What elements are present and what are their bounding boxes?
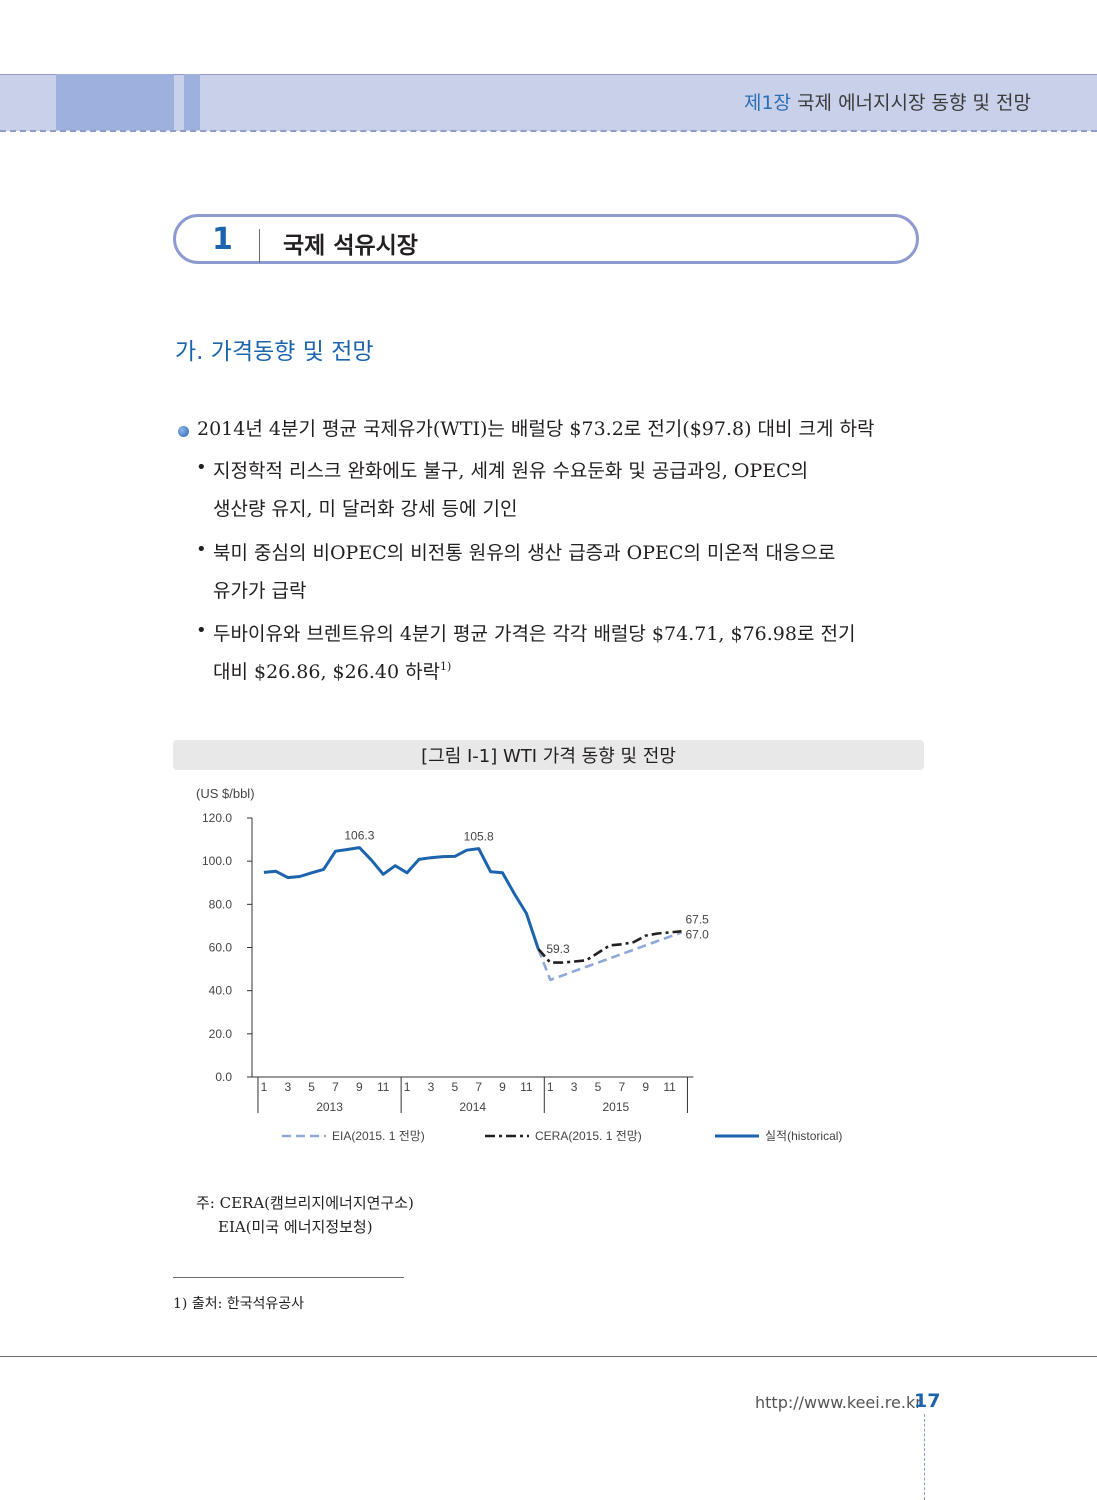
x-tick-label: 3 <box>284 1080 291 1094</box>
sub-bullet-3-line1: 두바이유와 브렌트유의 4분기 평균 가격은 각각 배럴당 $74.71, $7… <box>213 623 856 645</box>
section-divider <box>259 229 260 263</box>
x-tick-label: 7 <box>475 1080 482 1094</box>
sub-bullet-marker: • <box>196 539 207 560</box>
sub-bullet-marker: • <box>196 620 207 641</box>
subheading: 가. 가격동향 및 전망 <box>175 339 374 365</box>
footer-rule <box>0 1356 1097 1357</box>
x-tick-label: 5 <box>595 1080 602 1094</box>
chart-legend: EIA(2015. 1 전망) CERA(2015. 1 전망) 실적(histor… <box>282 1129 842 1143</box>
x-tick-label: 5 <box>451 1080 458 1094</box>
y-tick-label: 80.0 <box>209 897 233 911</box>
data-label: 106.3 <box>344 829 374 843</box>
x-tick-label: 7 <box>332 1080 339 1094</box>
data-label: 105.8 <box>464 830 494 844</box>
sub-bullet-marker: • <box>196 457 207 478</box>
section-heading-box <box>173 214 919 264</box>
sub-bullet-1-line2: 생산량 유지, 미 달러화 강세 등에 기인 <box>213 498 518 520</box>
chapter-label: 제1장 <box>743 92 792 114</box>
footer-dashed-rule <box>924 1414 925 1500</box>
footnote-rule <box>173 1277 404 1278</box>
year-label: 2013 <box>316 1100 343 1114</box>
x-tick-label: 3 <box>428 1080 435 1094</box>
section-title: 국제 석유시장 <box>283 233 418 259</box>
running-header: 제1장 국제 에너지시장 동향 및 전망 <box>744 88 1031 115</box>
section-number: 1 <box>212 222 233 257</box>
x-tick-label: 7 <box>618 1080 625 1094</box>
sub-bullet-3-line2-text: 대비 $26.86, $26.40 하락 <box>213 661 441 683</box>
series-line-cera <box>537 930 682 964</box>
y-tick-label: 40.0 <box>209 984 233 998</box>
page-number: 17 <box>914 1390 941 1412</box>
main-bullet-text: 2014년 4분기 평균 국제유가(WTI)는 배럴당 $73.2로 전기($9… <box>197 418 875 440</box>
chapter-title: 국제 에너지시장 동향 및 전망 <box>797 92 1031 114</box>
sub-bullet-2-line1: 북미 중심의 비OPEC의 비전통 원유의 생산 급증과 OPEC의 미온적 대… <box>213 542 836 564</box>
y-tick-label: 120.0 <box>202 811 232 825</box>
legend-label: 실적(historical) <box>765 1129 842 1143</box>
footnote-text: 1) 출처: 한국석유공사 <box>173 1296 305 1312</box>
x-tick-label: 11 <box>663 1080 676 1094</box>
sub-bullet-2-line2: 유가가 급락 <box>213 580 307 602</box>
legend-label: CERA(2015. 1 전망) <box>535 1129 642 1143</box>
header-decor-block <box>56 74 174 130</box>
sub-bullet-1-line1: 지정학적 리스크 완화에도 불구, 세계 원유 수요둔화 및 공급과잉, OPE… <box>213 460 809 482</box>
footer-url[interactable]: http://www.keei.re.kr <box>755 1393 922 1412</box>
data-annotations: 106.3 105.8 59.3 67.567.0 <box>344 829 709 956</box>
year-label: 2014 <box>459 1100 486 1114</box>
y-tick-label: 100.0 <box>202 854 232 868</box>
figure-note-line1: 주: CERA(캠브리지에너지연구소) <box>196 1194 414 1212</box>
x-tick-label: 1 <box>404 1080 411 1094</box>
header-decor-strip <box>184 74 200 130</box>
sub-bullet-3-line2: 대비 $26.86, $26.40 하락1) <box>213 657 451 684</box>
year-label: 2015 <box>603 1100 630 1114</box>
figure-caption-bar <box>173 740 924 770</box>
x-tick-label: 1 <box>261 1080 268 1094</box>
bullet-dot-icon <box>178 426 189 437</box>
legend-label: EIA(2015. 1 전망) <box>332 1129 425 1143</box>
x-tick-label: 5 <box>308 1080 315 1094</box>
chart-axes <box>251 818 694 1078</box>
series-line-historical <box>263 846 540 950</box>
x-tick-label: 11 <box>377 1080 390 1094</box>
x-tick-label: 9 <box>499 1080 506 1094</box>
y-tick-labels: 120.0 100.0 80.0 60.0 40.0 20.0 0.0 <box>202 811 252 1084</box>
header-band <box>0 74 1097 131</box>
y-tick-label: 60.0 <box>209 941 233 955</box>
y-tick-label: 0.0 <box>215 1070 232 1084</box>
figure-caption: [그림 Ⅰ-1] WTI 가격 동향 및 전망 <box>421 746 676 767</box>
data-label: 59.3 <box>546 942 570 956</box>
header-dashed-rule <box>0 130 1097 132</box>
x-tick-label: 11 <box>520 1080 533 1094</box>
footnote-ref[interactable]: 1) <box>440 660 452 673</box>
series-line-eia <box>537 931 682 982</box>
data-label: 67.0 <box>685 927 709 941</box>
x-tick-label: 1 <box>547 1080 554 1094</box>
data-label: 67.5 <box>685 912 709 926</box>
figure-note-line2: EIA(미국 에너지정보청) <box>218 1218 373 1236</box>
y-axis-label: (US $/bbl) <box>196 786 255 801</box>
x-tick-label: 3 <box>571 1080 578 1094</box>
x-tick-label: 9 <box>642 1080 649 1094</box>
series-lines <box>263 846 682 982</box>
y-tick-label: 20.0 <box>209 1027 233 1041</box>
x-tick-label: 9 <box>356 1080 363 1094</box>
